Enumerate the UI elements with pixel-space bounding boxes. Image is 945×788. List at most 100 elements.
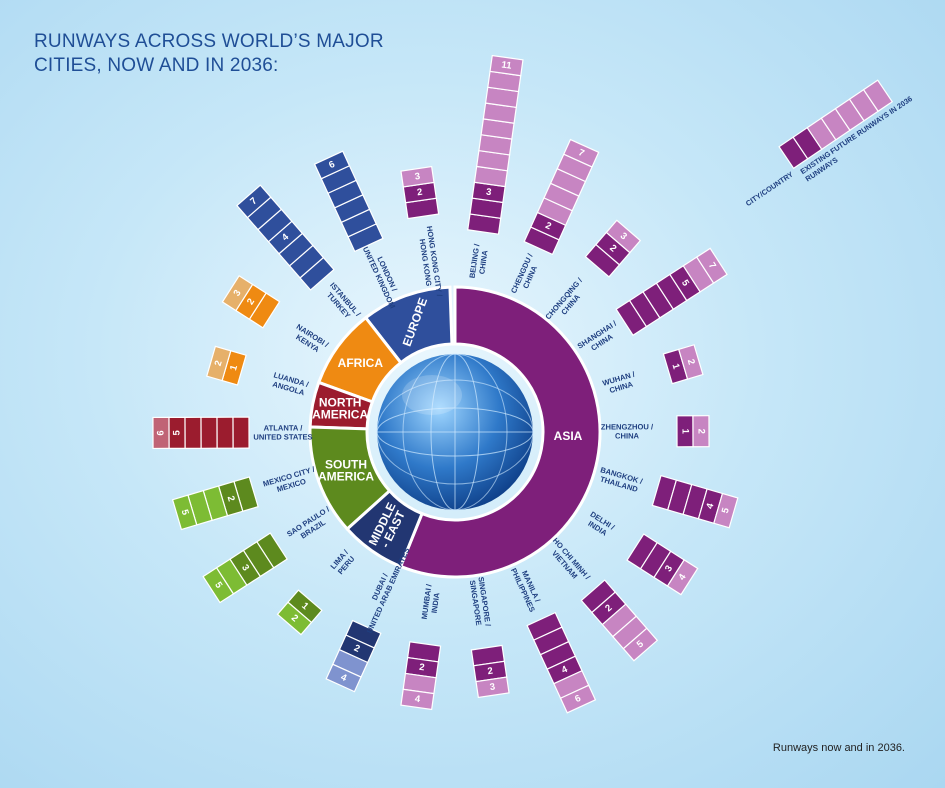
region-africa — [316, 315, 403, 404]
existing-runway-segment — [216, 416, 234, 449]
existing-count-label: 2 — [418, 662, 425, 674]
existing-count-label: 1 — [679, 429, 690, 435]
city-label: ATLANTA / UNITED STATES — [253, 423, 312, 441]
existing-count-label: 2 — [603, 602, 614, 614]
region-asia — [398, 285, 602, 579]
footnote: Runways now and in 2036. — [772, 742, 905, 754]
city-label: HO CHI MINH /VIETNAM — [544, 536, 593, 588]
future-count-label: 2 — [695, 429, 706, 434]
future-count-label: 2 — [685, 358, 697, 366]
globe-icon — [376, 353, 534, 511]
future-runway-segment — [559, 684, 597, 714]
future-count-label: 11 — [501, 59, 513, 71]
future-runway-segment — [692, 415, 710, 448]
bar-shanghai-china: 57 — [615, 247, 728, 337]
city-label: CHENGDU /CHINA — [509, 251, 543, 298]
bar-beijing-china: 3 11 — [467, 54, 524, 235]
future-count-label: 7 — [577, 147, 586, 159]
future-runway-segment — [400, 165, 435, 188]
future-count-label: 4 — [414, 694, 421, 706]
city-label: ZHENGZHOU / CHINA — [601, 422, 654, 440]
city-label: MANILA /PHILIPPINES — [509, 563, 545, 613]
existing-count-label: 2 — [225, 495, 237, 503]
existing-count-label: 3 — [485, 187, 492, 199]
bar-ho-chi-minh-vietnam: 25 — [580, 579, 659, 662]
bar-nairobi-kenya: 23 — [221, 275, 281, 329]
existing-runway-segment — [200, 416, 218, 449]
future-runway-segment — [713, 492, 739, 529]
bar-mexico-city-mexico: 25 — [171, 476, 259, 531]
future-count-label: 5 — [212, 580, 224, 591]
future-runway-segment — [205, 345, 232, 382]
existing-count-label: 4 — [280, 231, 292, 243]
future-count-label: 2 — [289, 613, 300, 625]
bar-atlanta-united-states: 56 — [152, 416, 250, 450]
existing-count-label: 3 — [239, 563, 251, 573]
existing-runway-segment — [232, 416, 250, 449]
existing-count-label: 1 — [669, 362, 681, 371]
future-runway-segment — [171, 494, 198, 531]
future-count-label: 4 — [339, 672, 349, 684]
bar-bangkok-thailand: 45 — [651, 474, 739, 529]
city-label: LIMA /PERU — [329, 547, 358, 576]
existing-count-label: 2 — [487, 666, 494, 678]
existing-count-label: 2 — [416, 187, 423, 199]
city-label: DELHI /INDIA — [584, 510, 617, 540]
city-label: BEIJING /CHINA — [468, 242, 491, 280]
bar-chongqing-china: 23 — [584, 219, 642, 278]
city-label: BANGKOK /THAILAND — [597, 465, 645, 495]
existing-count-label: 2 — [607, 243, 618, 255]
future-count-label: 3 — [489, 681, 496, 693]
bar-wuhan-china: 12 — [662, 344, 704, 385]
future-runway-segment — [325, 663, 362, 693]
city-label: SINGAPORE /SINGAPORE — [467, 576, 492, 629]
existing-runway-segment — [313, 150, 351, 180]
existing-count-label: 2 — [352, 643, 361, 655]
bar-hong-kong-city-hong-kong: 23 — [400, 165, 440, 220]
future-count-label: 6 — [573, 693, 582, 705]
future-runway-segment — [475, 676, 510, 699]
future-runway-segment — [677, 344, 704, 380]
future-runway-segment — [563, 138, 600, 168]
region-middle-east — [345, 488, 424, 569]
region-label-north-america: NORTH AMERICA — [312, 396, 368, 422]
future-count-label: 3 — [231, 288, 243, 298]
region-label-africa: AFRICA — [338, 356, 384, 370]
future-runway-segment — [400, 688, 435, 711]
future-count-label: 6 — [155, 430, 166, 435]
city-label: ISTANBUL /TURKEY — [321, 281, 363, 325]
legend-city-label: CITY/COUNTRY — [744, 170, 795, 208]
future-runway-segment — [236, 184, 272, 219]
future-count-label: 3 — [618, 231, 629, 243]
bar-singapore-singapore: 23 — [470, 644, 510, 699]
future-runway-segment — [666, 559, 699, 596]
future-runway-segment — [605, 219, 642, 254]
existing-count-label: 5 — [679, 278, 691, 289]
city-label: MUMBAI /INDIA — [420, 583, 443, 621]
future-runway-segment — [152, 416, 170, 450]
bar-dubai-united-arab-emirates: 24 — [325, 619, 382, 693]
existing-runway-segment — [184, 416, 202, 449]
existing-count-label: 5 — [171, 430, 182, 436]
future-count-label: 5 — [179, 508, 191, 517]
future-runway-segment — [202, 567, 235, 604]
existing-count-label: 1 — [299, 600, 311, 612]
existing-count-label: 1 — [228, 363, 240, 372]
bar-london-united-kingdom: 6 — [313, 150, 384, 253]
bar-mumbai-india: 24 — [400, 641, 442, 711]
future-runway-segment — [489, 54, 524, 77]
future-count-label: 5 — [635, 638, 647, 650]
bar-lima-peru: 12 — [276, 589, 323, 636]
region-label-south-america: SOUTH AMERICA — [318, 458, 374, 484]
bar-sao-paulo-brazil: 35 — [202, 532, 288, 604]
chart-title: RUNWAYS ACROSS WORLD’S MAJOR CITIES, NOW… — [34, 31, 384, 76]
future-count-label: 2 — [213, 359, 225, 367]
existing-count-label: 2 — [544, 220, 553, 232]
city-label: WUHAN /CHINA — [601, 369, 639, 396]
city-label: CHONGQING /CHINA — [543, 275, 591, 327]
